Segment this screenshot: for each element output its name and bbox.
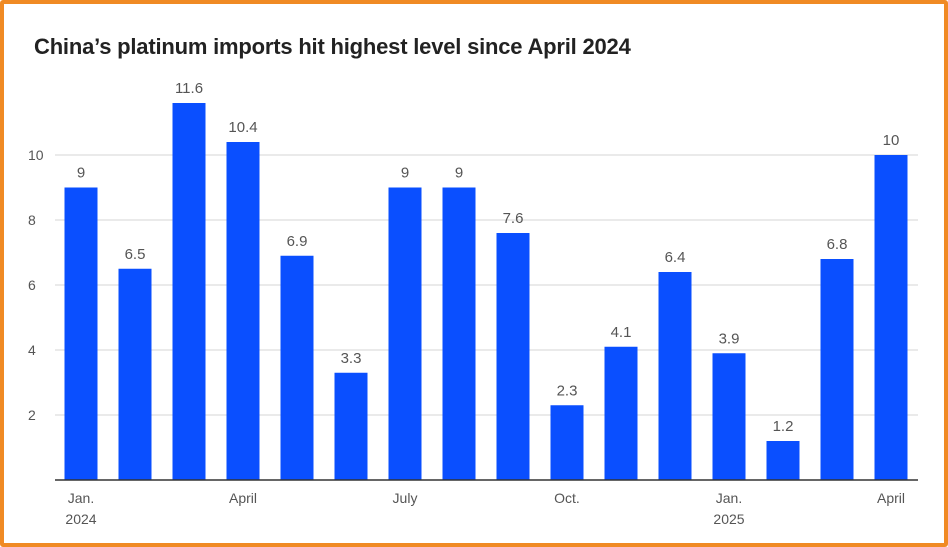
bar: [550, 405, 584, 480]
bar: [118, 268, 152, 480]
bar-value-label: 3.3: [341, 350, 362, 367]
bar-value-label: 9: [401, 165, 409, 182]
bar-value-label: 6.8: [827, 236, 848, 253]
bar-value-label: 10.4: [228, 119, 257, 136]
y-tick-label: 10: [28, 147, 44, 163]
bar-value-label: 9: [77, 165, 85, 182]
value-labels: 9 6.5 11.6 10.4 6.9 3.3 9 9 7.6 2.3 4.1 6.4 3.9 1.2 6.…: [77, 80, 900, 435]
bar-value-label: 1.2: [773, 418, 794, 435]
x-tick-label: Jan.: [716, 490, 742, 506]
bar: [442, 187, 476, 480]
chart-title: China’s platinum imports hit highest lev…: [34, 34, 631, 59]
bar: [496, 233, 530, 480]
y-axis-ticks: 2 4 6 8 10: [28, 147, 44, 423]
bar-value-label: 6.9: [287, 233, 308, 250]
bar: [334, 372, 368, 480]
bar-value-label: 11.6: [175, 80, 203, 97]
bar-value-label: 4.1: [611, 324, 632, 341]
bar: [766, 441, 800, 480]
y-tick-label: 4: [28, 342, 36, 358]
bar-value-label: 3.9: [719, 330, 740, 347]
bar: [712, 353, 746, 480]
bar: [172, 103, 206, 480]
x-tick-label: 2025: [713, 511, 744, 527]
bar: [226, 142, 260, 480]
bar: [388, 187, 422, 480]
bars: [64, 103, 908, 480]
x-tick-label: Jan.: [68, 490, 94, 506]
x-axis-ticks: Jan. 2024 April July Oct. Jan. 2025 April: [65, 490, 905, 527]
bar: [604, 346, 638, 480]
bar-value-label: 10: [883, 132, 900, 149]
bar-value-label: 2.3: [557, 382, 578, 399]
bar-value-label: 7.6: [503, 210, 524, 227]
y-tick-label: 8: [28, 212, 36, 228]
x-tick-label: 2024: [65, 511, 96, 527]
x-tick-label: July: [393, 490, 418, 506]
x-tick-label: April: [877, 490, 905, 506]
y-tick-label: 6: [28, 277, 36, 293]
x-tick-label: Oct.: [554, 490, 580, 506]
bar-value-label: 9: [455, 165, 463, 182]
bar: [874, 155, 908, 480]
y-tick-label: 2: [28, 407, 36, 423]
bar-value-label: 6.4: [665, 249, 686, 266]
bar-value-label: 6.5: [125, 246, 146, 263]
x-tick-label: April: [229, 490, 257, 506]
bar: [280, 255, 314, 480]
bar: [820, 259, 854, 480]
bar: [658, 272, 692, 480]
bar: [64, 187, 98, 480]
